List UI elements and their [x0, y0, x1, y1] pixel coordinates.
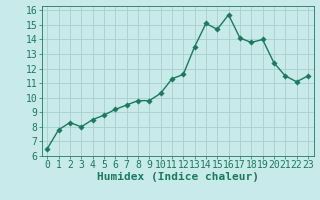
X-axis label: Humidex (Indice chaleur): Humidex (Indice chaleur): [97, 172, 259, 182]
